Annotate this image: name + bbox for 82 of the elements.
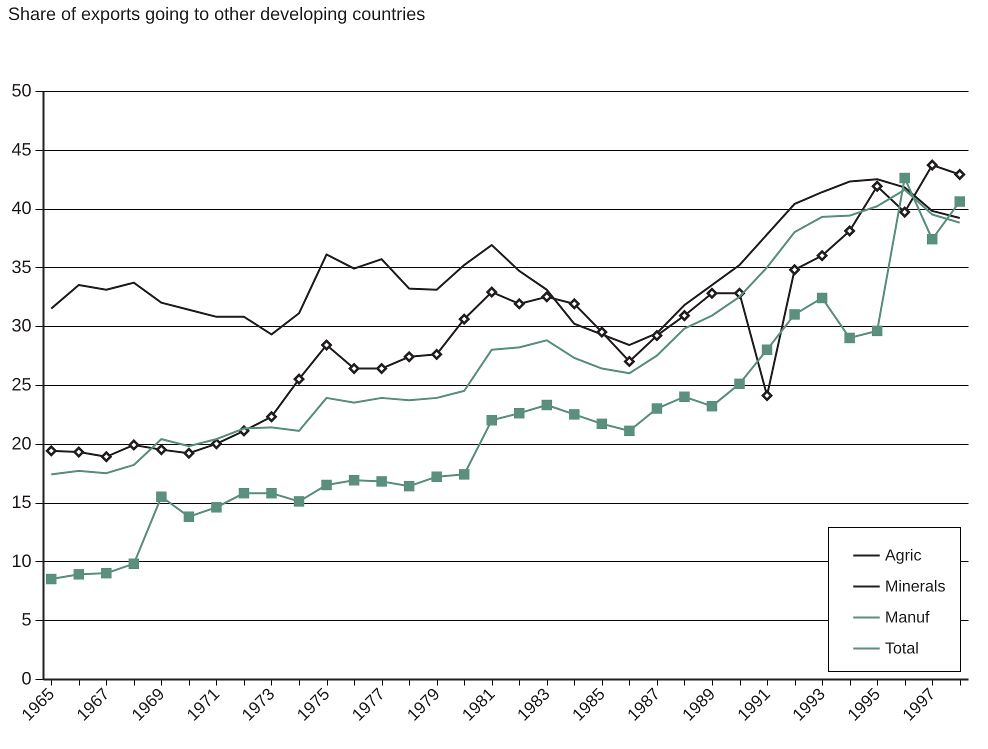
point (569, 409, 580, 420)
point (404, 480, 414, 492)
point (514, 298, 525, 310)
point (542, 400, 552, 410)
point (926, 160, 938, 171)
point (100, 451, 112, 462)
point (514, 408, 525, 418)
point (184, 511, 194, 522)
point (238, 488, 250, 498)
point (101, 568, 112, 578)
point (321, 340, 332, 350)
point (899, 206, 910, 218)
y-tick-label: 30 (11, 316, 32, 336)
point (431, 471, 442, 482)
point (596, 326, 608, 338)
legend-label: Minerals (885, 578, 946, 596)
point (954, 196, 965, 207)
point (348, 363, 360, 374)
point (156, 444, 167, 456)
point (789, 264, 800, 276)
point (844, 332, 855, 344)
chart-title: Share of exports going to other developing countries (8, 4, 426, 24)
point (954, 169, 966, 180)
y-tick-label: 50 (11, 80, 32, 100)
point (679, 392, 690, 402)
point (431, 348, 442, 360)
point (816, 250, 828, 262)
point (46, 574, 57, 584)
y-tick-label: 20 (11, 433, 32, 454)
point (404, 351, 415, 362)
point (706, 288, 718, 299)
point (762, 390, 772, 402)
point (348, 475, 360, 486)
point (568, 298, 580, 310)
y-tick-label: 25 (11, 374, 32, 394)
point (211, 502, 222, 513)
point (789, 309, 800, 320)
y-tick-label: 15 (11, 492, 32, 512)
legend-label: Total (885, 640, 919, 658)
point (74, 569, 84, 580)
point (899, 172, 910, 184)
point (596, 418, 608, 430)
point (624, 426, 635, 436)
point (46, 445, 57, 456)
y-tick-label: 40 (11, 198, 32, 218)
point (486, 286, 498, 298)
point (872, 326, 882, 336)
legend-label: Agric (885, 548, 922, 564)
point (624, 356, 635, 367)
point (211, 438, 222, 450)
point (844, 226, 856, 236)
y-tick-label: 0 (21, 668, 32, 688)
point (376, 363, 388, 374)
point (294, 496, 304, 507)
legend-label: Manuf (885, 610, 930, 626)
point (376, 476, 387, 487)
point (652, 403, 662, 414)
point (266, 411, 277, 422)
point (872, 180, 883, 192)
point (294, 374, 304, 385)
point (183, 448, 194, 459)
point (458, 469, 470, 480)
point (706, 400, 718, 412)
point (816, 292, 828, 304)
point (128, 558, 140, 569)
point (128, 440, 140, 450)
point (651, 330, 662, 342)
y-tick-label: 35 (11, 256, 32, 277)
point (321, 480, 332, 490)
point (156, 491, 167, 502)
point (926, 234, 938, 244)
y-tick-label: 5 (21, 610, 32, 630)
y-tick-label: 10 (11, 550, 32, 571)
point (486, 415, 497, 426)
point (73, 446, 84, 458)
point (266, 488, 277, 498)
y-tick-label: 45 (11, 139, 32, 160)
point (458, 314, 470, 325)
point (679, 310, 690, 322)
point (734, 378, 745, 390)
point (541, 291, 552, 302)
point (762, 344, 772, 355)
